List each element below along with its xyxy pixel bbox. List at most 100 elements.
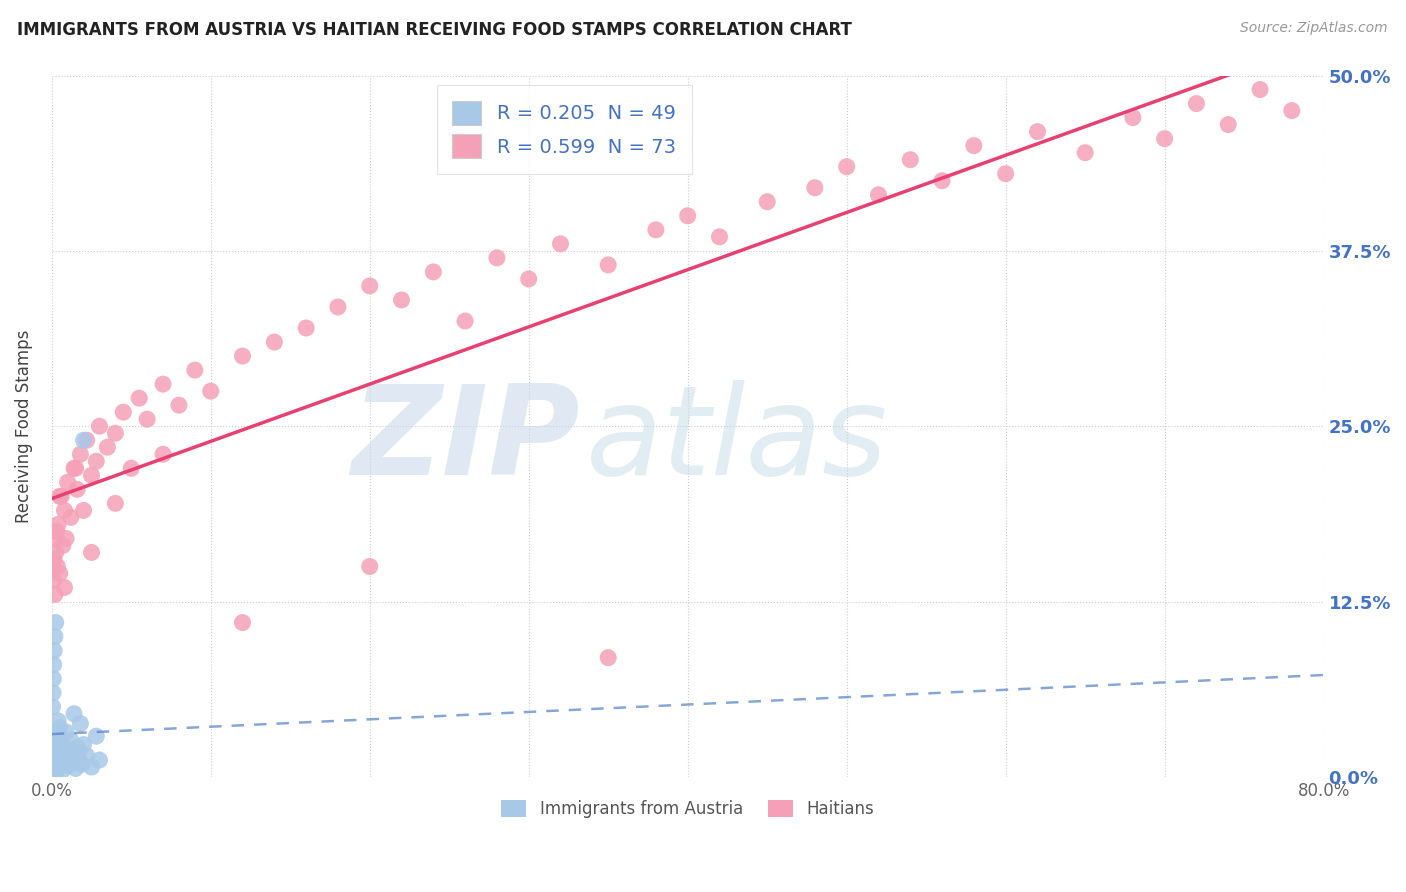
Point xyxy=(756,194,779,209)
Point xyxy=(1218,118,1240,132)
Point xyxy=(48,721,70,735)
Point xyxy=(868,187,890,202)
Point xyxy=(51,489,73,503)
Point xyxy=(70,757,93,772)
Point xyxy=(69,447,91,461)
Point xyxy=(46,760,69,774)
Point xyxy=(58,743,80,757)
Point xyxy=(152,447,174,461)
Legend: Immigrants from Austria, Haitians: Immigrants from Austria, Haitians xyxy=(495,793,880,824)
Point xyxy=(1185,96,1208,111)
Point xyxy=(76,748,98,763)
Point xyxy=(42,657,65,672)
Point xyxy=(53,750,76,764)
Point xyxy=(48,757,70,772)
Point xyxy=(104,426,127,441)
Text: atlas: atlas xyxy=(586,380,889,500)
Text: Source: ZipAtlas.com: Source: ZipAtlas.com xyxy=(1240,21,1388,36)
Point xyxy=(709,230,731,244)
Point xyxy=(598,258,620,272)
Point xyxy=(89,753,111,767)
Point xyxy=(46,714,69,728)
Point xyxy=(44,761,66,775)
Point xyxy=(45,745,67,759)
Point xyxy=(76,434,98,448)
Point xyxy=(963,138,986,153)
Point xyxy=(44,587,66,601)
Point xyxy=(51,755,73,769)
Point xyxy=(59,510,82,524)
Point xyxy=(44,643,66,657)
Point xyxy=(485,251,508,265)
Point xyxy=(63,706,86,721)
Point xyxy=(45,545,67,559)
Point xyxy=(454,314,477,328)
Point xyxy=(84,454,107,468)
Point xyxy=(391,293,413,307)
Point xyxy=(44,728,66,742)
Point xyxy=(295,321,318,335)
Point xyxy=(598,650,620,665)
Point xyxy=(128,391,150,405)
Point xyxy=(48,739,70,753)
Point xyxy=(46,559,69,574)
Point xyxy=(46,748,69,763)
Point xyxy=(1074,145,1097,160)
Point xyxy=(45,764,67,779)
Point xyxy=(45,524,67,539)
Point xyxy=(931,174,953,188)
Point xyxy=(65,761,87,775)
Point xyxy=(184,363,207,377)
Point xyxy=(104,496,127,510)
Point xyxy=(49,747,72,762)
Point xyxy=(136,412,159,426)
Point xyxy=(52,538,75,552)
Point xyxy=(1249,82,1271,96)
Point xyxy=(41,763,63,777)
Point xyxy=(42,756,65,770)
Point xyxy=(44,753,66,767)
Point xyxy=(69,716,91,731)
Point xyxy=(72,738,94,752)
Point xyxy=(62,756,84,770)
Point xyxy=(42,574,65,588)
Point xyxy=(422,265,444,279)
Point xyxy=(45,735,67,749)
Point xyxy=(835,160,858,174)
Point xyxy=(45,532,67,546)
Point xyxy=(804,180,827,194)
Point xyxy=(45,756,67,770)
Point xyxy=(152,377,174,392)
Point xyxy=(898,153,921,167)
Point xyxy=(80,468,103,483)
Point xyxy=(120,461,142,475)
Point xyxy=(44,741,66,756)
Point xyxy=(1153,131,1175,145)
Point xyxy=(55,725,77,739)
Point xyxy=(84,729,107,743)
Point xyxy=(263,334,285,349)
Point xyxy=(1122,111,1144,125)
Point xyxy=(80,545,103,559)
Point xyxy=(44,630,66,644)
Point xyxy=(517,272,540,286)
Point xyxy=(48,489,70,503)
Point xyxy=(359,279,381,293)
Point xyxy=(63,461,86,475)
Point xyxy=(42,758,65,772)
Point xyxy=(59,733,82,747)
Point xyxy=(72,503,94,517)
Point xyxy=(1281,103,1303,118)
Point xyxy=(994,167,1017,181)
Y-axis label: Receiving Food Stamps: Receiving Food Stamps xyxy=(15,329,32,523)
Point xyxy=(44,552,66,566)
Point xyxy=(55,532,77,546)
Point xyxy=(326,300,349,314)
Point xyxy=(51,731,73,745)
Point xyxy=(167,398,190,412)
Point xyxy=(112,405,135,419)
Point xyxy=(56,758,79,772)
Point xyxy=(644,223,666,237)
Text: IMMIGRANTS FROM AUSTRIA VS HAITIAN RECEIVING FOOD STAMPS CORRELATION CHART: IMMIGRANTS FROM AUSTRIA VS HAITIAN RECEI… xyxy=(17,21,852,39)
Point xyxy=(67,746,90,760)
